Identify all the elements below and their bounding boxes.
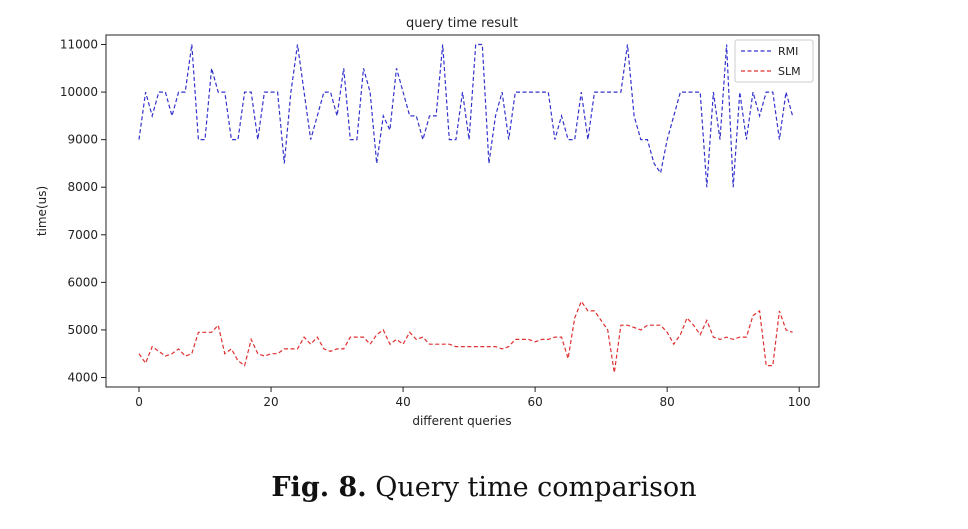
x-tick-label: 40 <box>395 395 410 409</box>
y-axis-label: time(us) <box>35 186 49 236</box>
x-tick-label: 20 <box>263 395 278 409</box>
legend-box <box>734 39 814 83</box>
y-tick-label: 4000 <box>67 370 98 384</box>
plot-lines <box>138 43 794 373</box>
figure-caption: Fig. 8. Query time comparison <box>0 472 968 503</box>
series-line-rmi <box>138 43 794 188</box>
x-tick-label: 0 <box>135 395 143 409</box>
x-axis: 0 20 40 60 80 100 <box>135 387 811 409</box>
chart-title: query time result <box>406 16 518 31</box>
legend: RMI SLM <box>734 39 814 83</box>
y-axis: 4000 5000 6000 7000 8000 9000 10000 11000 <box>60 38 106 384</box>
y-tick-label: 9000 <box>67 133 98 147</box>
legend-label-rmi: RMI <box>778 45 798 58</box>
y-tick-label: 8000 <box>67 180 98 194</box>
y-tick-label: 10000 <box>60 85 98 99</box>
figure-label: Fig. 8. <box>271 472 367 503</box>
y-tick-label: 6000 <box>67 275 98 289</box>
plot-frame <box>105 34 820 388</box>
y-tick-label: 11000 <box>60 38 98 52</box>
y-tick-label: 7000 <box>67 228 98 242</box>
x-tick-label: 80 <box>660 395 675 409</box>
figure-caption-text: Query time comparison <box>375 472 697 503</box>
x-tick-label: 100 <box>788 395 811 409</box>
x-axis-label: different queries <box>412 414 511 428</box>
query-time-chart: query time result 0 20 40 60 80 100 4000 5000 6… <box>35 16 820 428</box>
y-tick-label: 5000 <box>67 323 98 337</box>
series-line-slm <box>138 300 793 373</box>
legend-label-slm: SLM <box>778 65 801 78</box>
x-tick-label: 60 <box>527 395 542 409</box>
